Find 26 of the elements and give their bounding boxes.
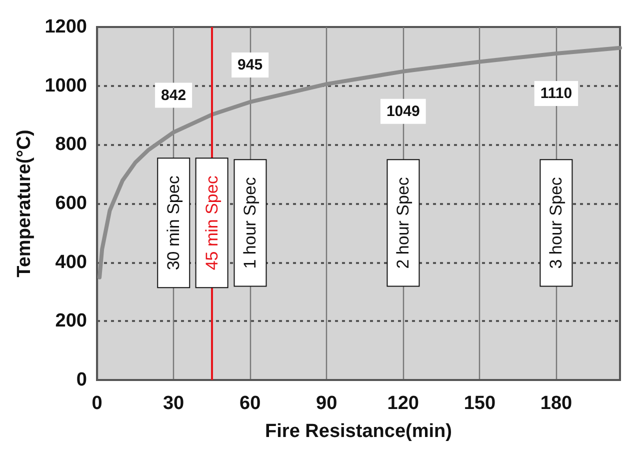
x-axis-title: Fire Resistance(min) bbox=[265, 421, 452, 442]
line-series bbox=[98, 46, 622, 280]
annotation: 945 bbox=[238, 56, 263, 74]
annotation: 1110 bbox=[540, 84, 572, 102]
y-tick-label: 800 bbox=[55, 134, 87, 156]
y-tick-label: 0 bbox=[76, 370, 87, 390]
x-tick-label: 90 bbox=[316, 393, 338, 414]
x-tick-label: 150 bbox=[464, 393, 496, 414]
y-tick-label: 400 bbox=[55, 252, 87, 273]
x-tick-label: 60 bbox=[240, 393, 261, 414]
y-tick-label: 1000 bbox=[44, 75, 87, 96]
x-tick-label: 0 bbox=[92, 393, 102, 414]
annotation: 30 min Spec bbox=[164, 175, 184, 270]
x-tick-label: 120 bbox=[387, 393, 419, 414]
x-tick-label: 180 bbox=[540, 393, 572, 414]
y-tick-label: 1200 bbox=[44, 16, 87, 38]
x-tick-label: 30 bbox=[162, 393, 184, 414]
annotation: 1049 bbox=[386, 102, 420, 120]
annotation: 842 bbox=[161, 86, 186, 104]
y-tick-label: 200 bbox=[55, 310, 87, 332]
y-tick-label: 600 bbox=[55, 193, 87, 214]
y-axis-title: Temperature(°C) bbox=[14, 130, 35, 278]
annotation: 1 hour Spec bbox=[240, 176, 260, 269]
ref-line-label: 45 min Spec bbox=[202, 175, 222, 270]
annotation: 3 hour Spec bbox=[546, 176, 566, 269]
annotation: 2 hour Spec bbox=[394, 176, 413, 269]
